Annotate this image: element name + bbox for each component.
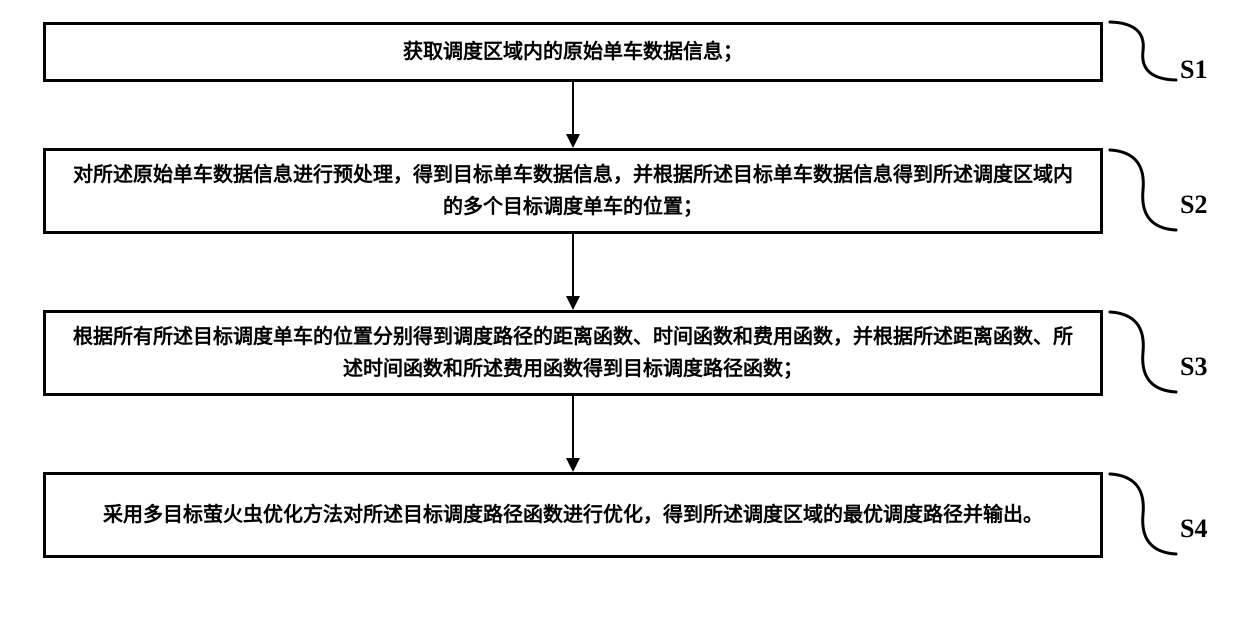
arrow-down-icon [563,82,583,148]
step-text: 根据所有所述目标调度单车的位置分别得到调度路径的距离函数、时间函数和费用函数，并… [66,321,1080,385]
brace-icon [1108,472,1178,556]
step-text: 采用多目标萤火虫优化方法对所述目标调度路径函数进行优化，得到所述调度区域的最优调… [103,499,1043,531]
arrow-down-icon [563,396,583,472]
step-box-s3: 根据所有所述目标调度单车的位置分别得到调度路径的距离函数、时间函数和费用函数，并… [43,310,1103,396]
arrow-down-icon [563,234,583,310]
step-text: 获取调度区域内的原始单车数据信息； [403,36,743,68]
step-box-s4: 采用多目标萤火虫优化方法对所述目标调度路径函数进行优化，得到所述调度区域的最优调… [43,472,1103,558]
step-text: 对所述原始单车数据信息进行预处理，得到目标单车数据信息，并根据所述目标单车数据信… [66,159,1080,223]
brace-icon [1108,20,1178,82]
step-box-s2: 对所述原始单车数据信息进行预处理，得到目标单车数据信息，并根据所述目标单车数据信… [43,148,1103,234]
step-label-s4: S4 [1180,514,1207,544]
step-box-s1: 获取调度区域内的原始单车数据信息； [43,22,1103,82]
step-label-s1: S1 [1180,55,1207,85]
step-label-s3: S3 [1180,352,1207,382]
step-label-s2: S2 [1180,190,1207,220]
brace-icon [1108,148,1178,232]
brace-icon [1108,310,1178,394]
